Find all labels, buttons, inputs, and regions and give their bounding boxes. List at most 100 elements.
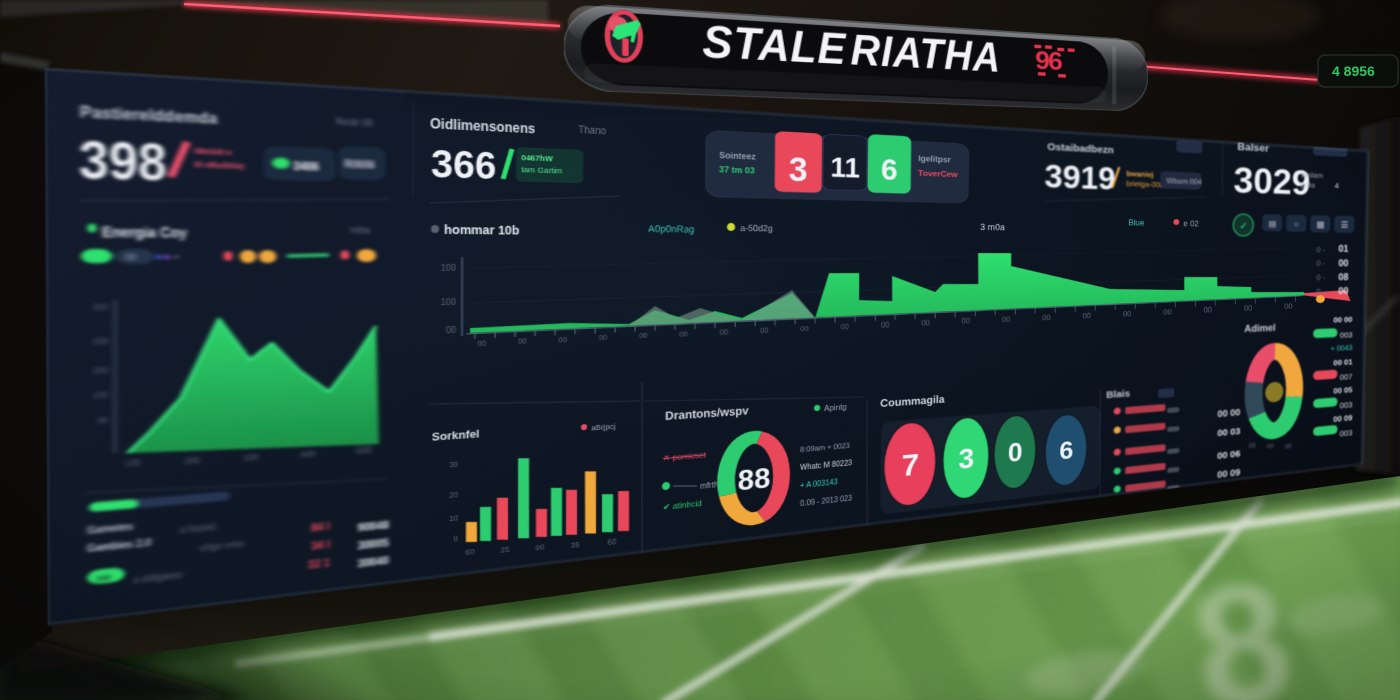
svg-text:Balser: Balser	[1237, 141, 1269, 155]
svg-text:4 8956: 4 8956	[1332, 63, 1375, 79]
svg-text:00: 00	[1163, 308, 1171, 317]
svg-text:00: 00	[1123, 310, 1132, 318]
svg-text:00: 00	[800, 324, 809, 333]
svg-text:205: 205	[184, 455, 200, 466]
svg-text:00 00: 00 00	[1217, 407, 1240, 419]
svg-text:00 00: 00 00	[1333, 316, 1352, 325]
svg-text:100: 100	[93, 365, 108, 376]
svg-text:A0p0nRag: A0p0nRag	[648, 224, 694, 236]
svg-text:Energia Coy: Energia Coy	[102, 225, 187, 242]
svg-text:00: 00	[1244, 304, 1252, 313]
svg-text:0 -: 0 -	[1316, 245, 1325, 254]
svg-text:tit vBudolay: tit vBudolay	[194, 160, 245, 172]
svg-text:60: 60	[607, 538, 616, 547]
svg-text:88: 88	[738, 461, 771, 497]
svg-text:003: 003	[1340, 331, 1353, 340]
svg-text:08: 08	[1338, 272, 1348, 282]
svg-text:30: 30	[449, 461, 458, 470]
svg-text:00: 00	[1042, 314, 1050, 323]
svg-text:Igelitpsr: Igelitpsr	[918, 154, 951, 165]
svg-text:100: 100	[441, 264, 456, 274]
svg-text:aBrjpcj: aBrjpcj	[591, 422, 615, 432]
svg-text:4: 4	[1334, 181, 1339, 190]
svg-text:bwaniej: bwaniej	[1126, 170, 1153, 179]
svg-text:00: 00	[1338, 286, 1348, 296]
svg-text:hommar 10b: hommar 10b	[444, 223, 519, 238]
svg-text:✓: ✓	[1240, 221, 1248, 231]
svg-text:00: 00	[599, 334, 608, 342]
svg-text:brietga-00a: brietga-00a	[1126, 180, 1164, 190]
svg-text:▦: ▦	[1317, 220, 1325, 229]
svg-text:0 -: 0 -	[1316, 287, 1325, 296]
svg-text:003: 003	[1340, 401, 1353, 411]
svg-text:84 I: 84 I	[311, 520, 330, 534]
svg-text:405: 405	[300, 449, 315, 460]
svg-text:100: 100	[441, 298, 456, 308]
svg-text:3029: 3029	[1233, 160, 1310, 202]
svg-text:00: 00	[1284, 302, 1292, 311]
svg-text:00: 00	[881, 320, 889, 329]
svg-text:01: 01	[1338, 244, 1348, 254]
svg-text:600: 600	[356, 446, 371, 457]
svg-text:00: 00	[126, 252, 136, 262]
svg-text:90: 90	[535, 542, 544, 552]
svg-text:Thano: Thano	[578, 124, 606, 136]
svg-text:003: 003	[1340, 429, 1353, 439]
svg-text:3: 3	[958, 442, 974, 475]
svg-text:00: 00	[720, 329, 728, 337]
svg-text:0: 0	[453, 535, 458, 544]
svg-text:Resb 00: Resb 00	[336, 116, 373, 130]
svg-text:200: 200	[93, 336, 108, 347]
svg-text:R0606: R0606	[345, 158, 374, 171]
svg-text:00: 00	[98, 415, 108, 426]
svg-text:+ 0043: + 0043	[1330, 344, 1352, 353]
svg-text:35: 35	[570, 540, 579, 550]
svg-text:25: 25	[500, 545, 509, 555]
svg-text:00: 00	[1267, 443, 1274, 450]
svg-text:Weziak a: Weziak a	[194, 147, 232, 158]
svg-text:007: 007	[1340, 373, 1353, 382]
svg-text:20: 20	[449, 491, 458, 500]
svg-text:6: 6	[881, 153, 898, 187]
svg-text:ToverCew: ToverCew	[918, 169, 958, 180]
svg-text:00: 00	[1338, 258, 1348, 268]
svg-text:00 01: 00 01	[1333, 358, 1352, 367]
svg-text:10: 10	[449, 514, 458, 523]
svg-text:130: 130	[243, 452, 258, 463]
svg-text:tam Gartim: tam Gartim	[521, 165, 562, 175]
svg-text:00 05: 00 05	[1333, 386, 1352, 396]
svg-text:00: 00	[558, 336, 567, 344]
svg-text:0467hW: 0467hW	[521, 153, 553, 163]
svg-text:e 02: e 02	[1183, 219, 1199, 228]
svg-text:3406: 3406	[294, 159, 318, 173]
svg-text:00: 00	[1083, 312, 1091, 321]
svg-text:00: 00	[962, 317, 971, 326]
svg-text:3: 3	[789, 150, 808, 188]
svg-text:Apintg: Apintg	[824, 402, 847, 413]
svg-text:6: 6	[1059, 436, 1073, 466]
svg-text:3919: 3919	[1044, 157, 1116, 196]
svg-text:60: 60	[465, 548, 474, 557]
svg-text:00: 00	[1002, 315, 1011, 324]
svg-text:roba: roba	[350, 224, 370, 236]
svg-text:0: 0	[1008, 437, 1023, 468]
svg-text:Wbam 004: Wbam 004	[1166, 176, 1202, 186]
svg-text:▤: ▤	[1269, 219, 1277, 228]
svg-text:00: 00	[841, 322, 849, 331]
svg-text:0 -: 0 -	[1316, 273, 1325, 282]
svg-text:32 1: 32 1	[308, 556, 330, 571]
svg-text:Blue: Blue	[1128, 218, 1144, 227]
svg-text:00: 00	[1204, 306, 1213, 315]
svg-text:11: 11	[830, 151, 860, 184]
svg-text:300: 300	[93, 302, 108, 313]
svg-text:00: 00	[760, 326, 769, 335]
svg-text:00: 00	[518, 337, 527, 346]
svg-text:Blais: Blais	[1106, 388, 1130, 401]
svg-text:Sointeez: Sointeez	[719, 150, 756, 161]
svg-text:☰: ☰	[1341, 221, 1348, 230]
svg-text:Adimel: Adimel	[1244, 322, 1275, 334]
svg-text:346: 346	[96, 573, 111, 585]
svg-text:00: 00	[679, 330, 687, 338]
svg-text:g 0a: g 0a	[1300, 180, 1315, 189]
svg-text:100: 100	[93, 390, 108, 401]
